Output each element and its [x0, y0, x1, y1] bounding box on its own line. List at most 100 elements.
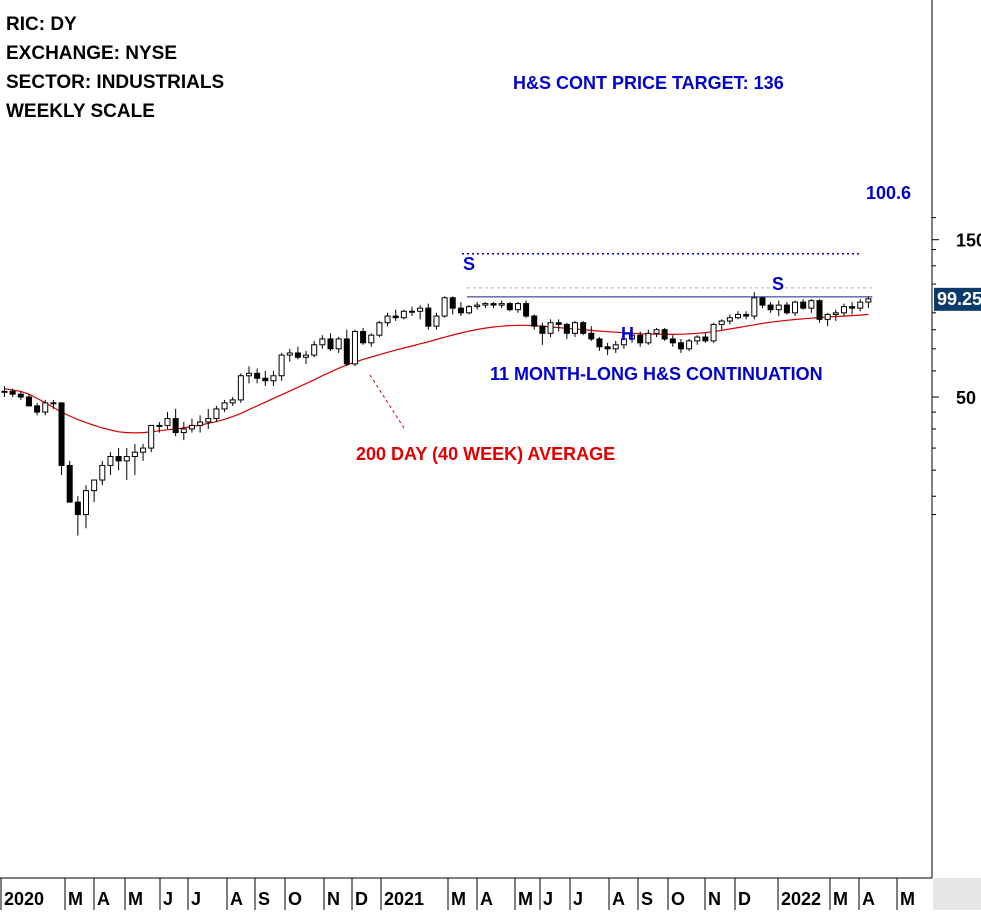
candle: [213, 405, 220, 422]
x-tick-label: 2021: [384, 889, 424, 909]
candle: [653, 327, 660, 338]
candle-body: [9, 390, 16, 395]
candle: [506, 302, 513, 312]
candle: [83, 485, 89, 529]
candle-body: [482, 303, 489, 306]
neckline-value: 100.6: [866, 183, 911, 203]
candle: [661, 327, 668, 341]
candle-body: [368, 334, 375, 344]
candle: [694, 335, 701, 345]
candle-body: [74, 501, 81, 516]
candle-body: [743, 313, 750, 317]
candle: [172, 408, 179, 437]
candle: [726, 314, 733, 325]
ma-label: 200 DAY (40 WEEK) AVERAGE: [356, 444, 615, 464]
candle: [237, 373, 244, 403]
x-tick-label: J: [163, 889, 173, 909]
candle-body: [254, 372, 261, 379]
candle: [449, 296, 456, 315]
candle: [409, 306, 415, 317]
candle-body: [767, 304, 774, 311]
candle: [58, 402, 65, 475]
candle-body: [156, 424, 163, 427]
candle-body: [620, 338, 627, 346]
x-tick-label: A: [612, 889, 625, 909]
candle: [34, 402, 41, 416]
candle-body: [816, 300, 823, 320]
candle-body: [221, 402, 228, 410]
candle: [710, 322, 717, 343]
candle: [669, 335, 676, 347]
x-tick-label: D: [738, 889, 751, 909]
candle-body: [629, 334, 636, 340]
candle-body: [392, 315, 399, 319]
candle-body: [270, 375, 277, 382]
candle: [539, 322, 546, 345]
candle-body: [17, 393, 24, 398]
candle-body: [148, 424, 155, 449]
candle-body: [376, 322, 383, 336]
candle-body: [197, 421, 204, 426]
candle-body: [457, 307, 464, 314]
candle: [335, 337, 342, 353]
candle-body: [637, 334, 644, 344]
candle-body: [800, 301, 807, 309]
candle-body: [449, 297, 456, 309]
candle-body: [91, 479, 98, 492]
candle: [629, 333, 636, 343]
last-price-tag: [934, 287, 981, 311]
candle: [743, 311, 750, 320]
candle: [270, 370, 277, 386]
candle-body: [523, 303, 530, 317]
head-label: H: [621, 324, 634, 344]
candle: [376, 321, 383, 338]
candle-body: [555, 322, 562, 325]
candle: [425, 303, 432, 330]
candle: [417, 305, 424, 320]
candle: [205, 408, 212, 429]
candle: [229, 397, 236, 406]
candle-body: [677, 342, 684, 350]
candle: [637, 331, 644, 347]
candle: [123, 448, 130, 481]
candle-body: [246, 372, 252, 377]
candle: [433, 312, 440, 330]
candle-body: [433, 315, 440, 327]
candle: [457, 302, 464, 317]
candle-body: [832, 312, 839, 315]
candle: [677, 338, 684, 353]
candle-body: [490, 303, 497, 306]
candle-body: [718, 320, 725, 325]
candle: [42, 399, 49, 416]
candle: [221, 399, 228, 413]
candle-body: [83, 490, 89, 516]
candle-body: [531, 315, 538, 327]
candle: [563, 322, 570, 339]
candle: [580, 321, 587, 336]
x-tick-label: J: [191, 889, 201, 909]
candle-body: [441, 297, 448, 317]
candle-body: [425, 307, 432, 327]
candle: [400, 309, 407, 320]
x-tick-label: N: [708, 889, 721, 909]
x-tick-label: M: [451, 889, 466, 909]
x-tick-label: D: [355, 889, 368, 909]
candle-body: [99, 464, 106, 481]
x-tick-label: M: [68, 889, 83, 909]
candle: [840, 303, 847, 317]
candle: [612, 340, 619, 353]
x-tick-label: J: [573, 889, 583, 909]
candle-body: [409, 310, 415, 313]
x-tick-label: O: [671, 889, 685, 909]
candle: [319, 335, 326, 349]
candle-body: [580, 322, 587, 334]
candle: [327, 333, 334, 351]
candle-body: [547, 322, 554, 334]
candle: [131, 444, 138, 475]
candle-body: [857, 301, 864, 309]
ma-pointer: [369, 374, 405, 429]
scale-label: WEEKLY SCALE: [6, 101, 155, 122]
x-tick-label: S: [258, 889, 270, 909]
